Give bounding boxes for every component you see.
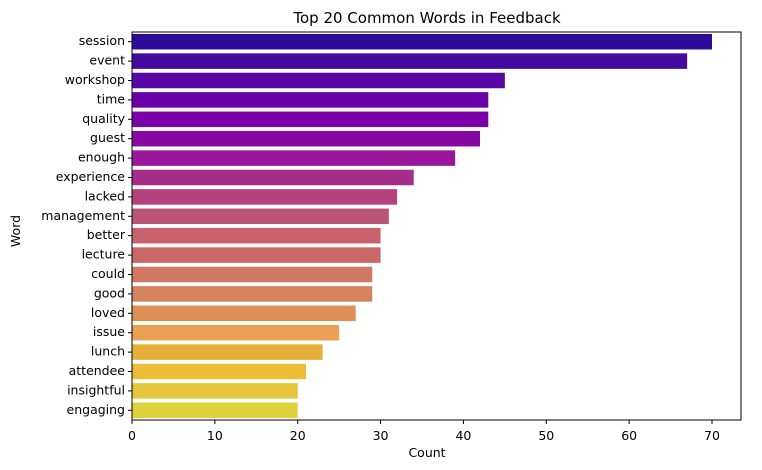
- y-tick-label: session: [79, 33, 125, 48]
- y-tick-label: good: [94, 285, 125, 300]
- y-tick-label: better: [87, 227, 126, 242]
- y-tick-label: engaging: [67, 402, 125, 417]
- bar-lunch: [132, 344, 323, 360]
- x-tick-label: 30: [373, 428, 389, 443]
- bar-time: [132, 92, 489, 108]
- y-tick-label: lecture: [82, 247, 126, 262]
- x-tick-label: 60: [621, 428, 637, 443]
- y-tick-label: loved: [91, 305, 125, 320]
- y-tick-label: lacked: [85, 188, 125, 203]
- bar-experience: [132, 169, 414, 186]
- bar-quality: [132, 111, 489, 128]
- y-tick-label: guest: [90, 130, 125, 145]
- bar-loved: [132, 305, 356, 322]
- y-axis-title: Word: [8, 215, 23, 247]
- x-ticks: 0 10 20 30 40 50 60 70: [128, 420, 720, 443]
- bar-insightful: [132, 383, 298, 399]
- x-tick-label: 10: [207, 428, 223, 443]
- y-tick-label: enough: [78, 150, 125, 165]
- bar-good: [132, 286, 373, 302]
- y-tick-label: time: [97, 91, 126, 106]
- bar-event: [132, 53, 688, 69]
- y-tick-label: attendee: [69, 363, 126, 378]
- y-tick-label: quality: [82, 111, 125, 126]
- y-tick-label: lunch: [91, 344, 125, 359]
- bars-group: [132, 33, 712, 419]
- x-tick-label: 70: [704, 428, 720, 443]
- bar-attendee: [132, 363, 306, 380]
- chart-title: Top 20 Common Words in Feedback: [292, 9, 561, 27]
- bar-better: [132, 227, 381, 244]
- x-tick-label: 50: [538, 428, 554, 443]
- x-tick-label: 20: [290, 428, 306, 443]
- y-tick-label: management: [41, 208, 125, 223]
- y-tick-label: event: [89, 53, 125, 68]
- bar-management: [132, 208, 389, 225]
- bar-lecture: [132, 247, 381, 263]
- bar-session: [132, 33, 712, 50]
- bar-engaging: [132, 402, 298, 419]
- y-tick-label: could: [91, 266, 125, 281]
- bar-lacked: [132, 189, 398, 205]
- bar-issue: [132, 324, 340, 341]
- x-axis-title: Count: [408, 445, 445, 460]
- y-tick-label: insightful: [67, 382, 125, 397]
- x-tick-label: 0: [128, 428, 136, 443]
- y-tick-label: issue: [93, 324, 125, 339]
- y-tick-label: experience: [56, 169, 126, 184]
- x-tick-label: 40: [455, 428, 471, 443]
- bar-workshop: [132, 72, 505, 89]
- bar-could: [132, 266, 373, 283]
- y-tick-labels: session event workshop time quality guest enou…: [41, 33, 132, 417]
- plot-frame: [131, 31, 742, 421]
- y-tick-label: workshop: [65, 72, 125, 87]
- bar-enough: [132, 150, 456, 166]
- bar-guest: [132, 130, 480, 147]
